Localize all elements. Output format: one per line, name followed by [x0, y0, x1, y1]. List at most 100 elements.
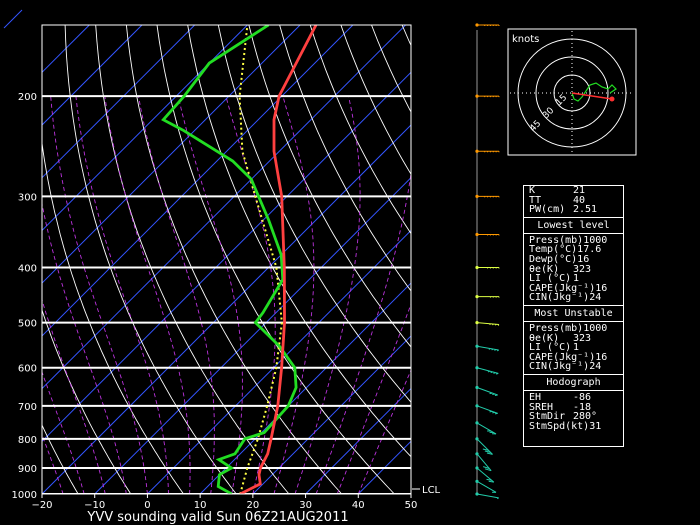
most-unstable-indices: Press(mb) 1000 θe(K) 323 LI (°C) 1 CAPE(Jkg⁻¹)… — [524, 324, 623, 372]
index-value: 2.51 — [573, 204, 598, 216]
barb-flag — [494, 412, 498, 415]
temperature-tick-label: 30 — [299, 500, 312, 511]
index-value: 16 — [577, 253, 590, 265]
lowest-level-row: Dewp(°C) 16 — [524, 255, 623, 265]
dry-adiabat-line — [248, 25, 411, 348]
index-label: EH — [529, 391, 542, 403]
barb-flag — [496, 372, 499, 375]
index-value: 323 — [573, 332, 592, 344]
pressure-axis: 200 300 400 500 600 700 800 900 1000 — [12, 92, 37, 501]
index-label: CAPE(Jkg⁻¹) — [529, 351, 596, 363]
barb-flag — [486, 452, 493, 455]
isotherm-line — [42, 25, 406, 390]
index-value: 16 — [595, 282, 608, 294]
most-unstable-row: θe(K) 323 — [524, 332, 623, 344]
temperature-tick-label: 10 — [194, 500, 207, 511]
index-value: 16 — [595, 351, 608, 363]
index-value: 24 — [589, 361, 602, 373]
pressure-tick-label: 1000 — [12, 490, 37, 501]
index-label: LI (°C) — [529, 273, 572, 285]
index-value: 1 — [573, 273, 580, 285]
pressure-tick-label: 800 — [18, 435, 37, 446]
barb-flag — [492, 323, 494, 326]
isotherm-line — [42, 71, 411, 443]
barb-flag — [494, 324, 497, 326]
lowest-level-row: CAPE(Jkg⁻¹) 16 — [524, 282, 623, 294]
hodograph-frame — [507, 28, 637, 156]
hodograph-indices: EH -86 SREH -18 StmDir 280° StmSpd(kt) 31 — [524, 393, 623, 431]
index-value: 1000 — [583, 234, 608, 246]
hodograph-index-row: EH -86 — [524, 393, 623, 403]
index-label: Press(mb) — [529, 322, 584, 334]
index-label: StmDir — [529, 411, 566, 423]
pressure-tick-label: 200 — [18, 92, 37, 103]
barb-flag — [492, 411, 496, 414]
barb-flag — [486, 478, 492, 481]
index-label: LI (°C) — [529, 342, 572, 354]
isotherm-line — [42, 25, 196, 179]
hodograph-index-row: StmSpd(kt) 31 — [524, 420, 623, 432]
index-label: SREH — [529, 401, 554, 413]
moist-adiabat-line — [42, 298, 106, 494]
temperature-tick-label: 20 — [246, 500, 259, 511]
most-unstable-row: LI (°C) 1 — [524, 343, 623, 353]
dry-adiabat-line — [217, 25, 411, 403]
temperature-curve — [239, 25, 318, 494]
lcl-label: LCL — [422, 485, 441, 496]
storm-motion-point — [609, 96, 615, 102]
isotherm-line — [94, 176, 411, 494]
index-label: Press(mb) — [529, 234, 584, 246]
barb-staff — [476, 322, 499, 326]
dry-adiabat-line — [42, 308, 132, 494]
barb-flag — [490, 371, 493, 374]
barb-flag — [492, 393, 496, 396]
dry-adiabat-line — [0, 8, 25, 494]
barb-flag — [489, 392, 493, 395]
moist-adiabat-line — [138, 96, 215, 494]
general-index-row: TT 40 — [524, 194, 623, 206]
isotherm-line — [252, 335, 411, 494]
moist-adiabat-line — [42, 201, 127, 494]
index-label: Dewp(°C) — [529, 253, 578, 265]
lowest-level-indices: Press(mb) 1000 Temp(°C) 17.6 Dewp(°C) 16 θe(K)… — [524, 234, 623, 304]
index-label: TT — [529, 194, 542, 206]
dry-adiabat-line — [309, 25, 411, 235]
barb-flag — [489, 323, 491, 326]
barb-staff — [476, 345, 499, 351]
isotherm-line — [147, 229, 411, 494]
lowest-level-title: Lowest level — [537, 219, 610, 231]
index-value: 1 — [573, 342, 580, 354]
index-value: 31 — [589, 420, 602, 432]
index-value: 21 — [573, 185, 586, 196]
barb-flag — [487, 370, 491, 373]
temperature-tick-label: 0 — [144, 500, 150, 511]
dry-adiabat-line — [125, 25, 343, 494]
index-value: 1000 — [583, 322, 608, 334]
storm-motion-vector — [571, 92, 613, 100]
barb-flag — [484, 468, 492, 472]
wind-barbs — [475, 23, 500, 500]
index-label: CIN(Jkg⁻¹) — [529, 292, 590, 304]
parcel-curve — [238, 25, 283, 494]
pressure-tick-label: 500 — [18, 319, 37, 330]
index-label: CIN(Jkg⁻¹) — [529, 361, 590, 373]
moist-adiabat-line — [50, 96, 148, 494]
general-index-row: PW(cm) 2.51 — [524, 205, 623, 215]
most-unstable-row: Press(mb) 1000 — [524, 324, 623, 334]
barb-staff — [476, 480, 497, 493]
moist-adiabat-line — [315, 170, 411, 494]
plot-frame — [41, 24, 412, 495]
pressure-tick-label: 900 — [18, 464, 37, 475]
barb-flag — [488, 480, 494, 483]
temperature-tick-label: −20 — [31, 500, 52, 511]
isotherm-line — [42, 25, 354, 337]
lowest-level-row: Press(mb) 1000 — [524, 234, 623, 246]
index-label: θe(K) — [529, 332, 560, 344]
isotherm-line — [42, 25, 301, 284]
most-unstable-row: CIN(Jkg⁻¹) 24 — [524, 362, 623, 372]
general-indices: K 21 TT 40 PW(cm) 2.51 — [524, 186, 623, 215]
barb-flag — [483, 466, 490, 469]
index-value: 323 — [573, 263, 592, 275]
hodograph-units-label: knots — [512, 34, 539, 45]
